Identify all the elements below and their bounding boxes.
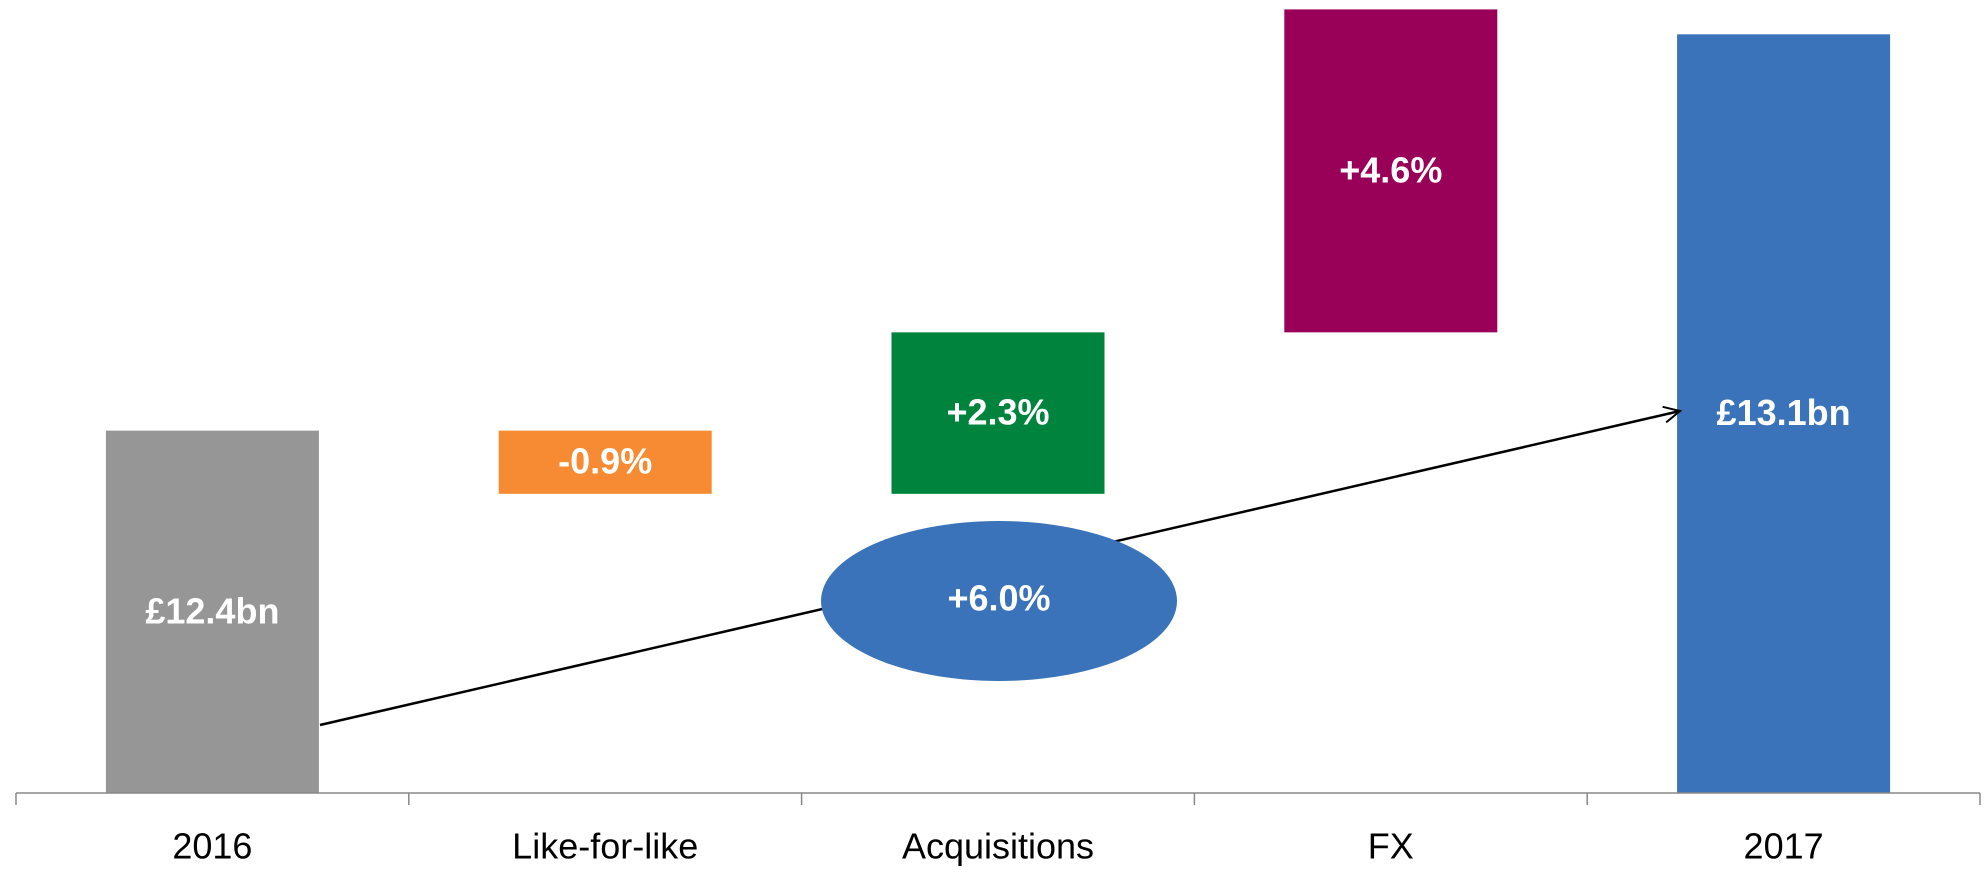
bars: £12.4bn -0.9% +2.3% +4.6% £13.1bn xyxy=(105,9,1891,794)
bar xyxy=(1284,9,1498,333)
x-tick-label: 2017 xyxy=(1744,826,1824,867)
bar-label: +4.6% xyxy=(1339,149,1442,190)
bar-label: £12.4bn xyxy=(145,590,279,631)
x-tick-label: FX xyxy=(1368,826,1414,867)
x-axis: 2016 Like-for-like Acquisitions FX 2017 xyxy=(15,792,1981,867)
bar-label: +2.3% xyxy=(946,392,1049,433)
bar xyxy=(1677,34,1891,794)
x-tick-label: Acquisitions xyxy=(902,826,1094,867)
bar-label: -0.9% xyxy=(558,441,652,482)
bar-label: £13.1bn xyxy=(1717,392,1851,433)
x-tick-label: Like-for-like xyxy=(512,826,698,867)
bar xyxy=(891,332,1105,494)
growth-label: +6.0% xyxy=(947,578,1050,619)
bar xyxy=(498,430,712,494)
growth-bubble xyxy=(821,521,1177,681)
bar xyxy=(105,430,319,793)
x-tick-label: 2016 xyxy=(172,826,252,867)
